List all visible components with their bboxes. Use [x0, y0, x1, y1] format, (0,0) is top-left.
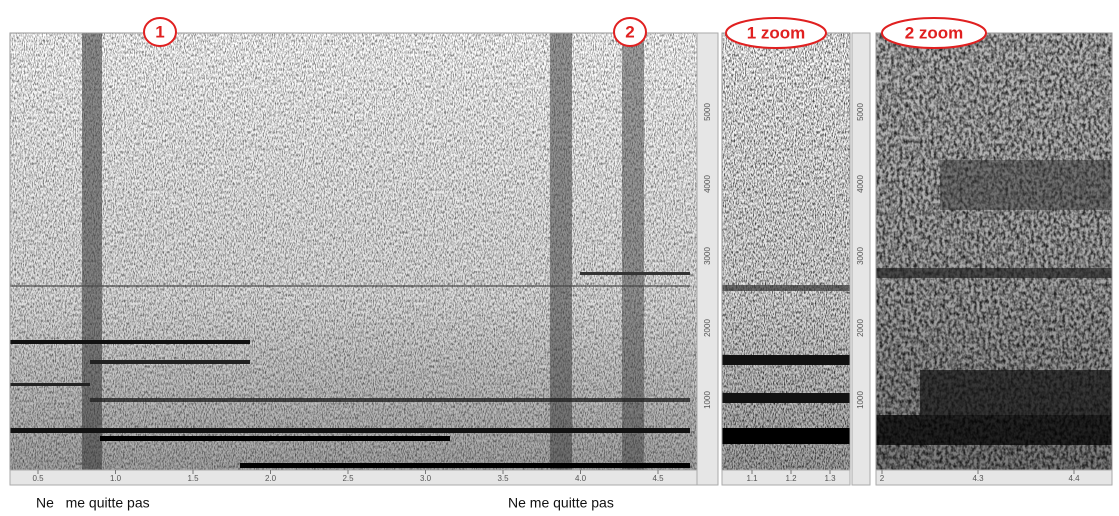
marker-label: 2 zoom [905, 23, 964, 42]
x-tick-label: 1.1 [746, 474, 758, 483]
zoom1-x-axis [721, 469, 851, 486]
main-spectrogram [9, 32, 698, 471]
y-tick-label: 1000 [703, 391, 712, 409]
y-tick-label: 4000 [703, 175, 712, 193]
marker-label: 2 [625, 22, 634, 41]
y-tick-label: 5000 [703, 103, 712, 121]
x-tick-label: 1.3 [824, 474, 836, 483]
marker-ellipse [725, 17, 827, 49]
x-tick-label: 4.4 [1068, 474, 1080, 483]
marker-label: 1 [155, 22, 164, 41]
caption: Ne me quitte pas [508, 495, 614, 511]
y-tick-label: 3000 [856, 247, 865, 265]
x-tick-label: 1.5 [187, 474, 199, 483]
x-tick-label: 4.0 [575, 474, 587, 483]
x-tick-label: 4.5 [652, 474, 664, 483]
y-tick-label: 5000 [856, 103, 865, 121]
marker-ellipse [881, 17, 987, 49]
x-tick-label: 1.0 [110, 474, 122, 483]
zoom1-spectrogram [721, 32, 851, 471]
y-tick-label: 3000 [703, 247, 712, 265]
zoom1-y-axis [851, 32, 871, 486]
x-tick-label: 2.0 [265, 474, 277, 483]
caption: Ne me quitte pas [36, 495, 150, 511]
zoom2-spectrogram [875, 32, 1113, 471]
x-tick-label: 4.3 [972, 474, 984, 483]
zoom2-x-axis [875, 469, 1113, 486]
y-tick-label: 2000 [856, 319, 865, 337]
main-y-axis [696, 32, 719, 486]
y-tick-label: 1000 [856, 391, 865, 409]
marker-ellipse [613, 17, 647, 47]
x-tick-label: 3.0 [420, 474, 432, 483]
marker-ellipse [143, 17, 177, 47]
x-tick-label: 0.5 [32, 474, 44, 483]
x-tick-label: 2 [880, 474, 885, 483]
x-tick-label: 3.5 [497, 474, 509, 483]
x-tick-label: 2.5 [342, 474, 354, 483]
x-tick-label: 1.2 [785, 474, 797, 483]
marker-label: 1 zoom [747, 23, 806, 42]
y-tick-label: 2000 [703, 319, 712, 337]
y-tick-label: 4000 [856, 175, 865, 193]
